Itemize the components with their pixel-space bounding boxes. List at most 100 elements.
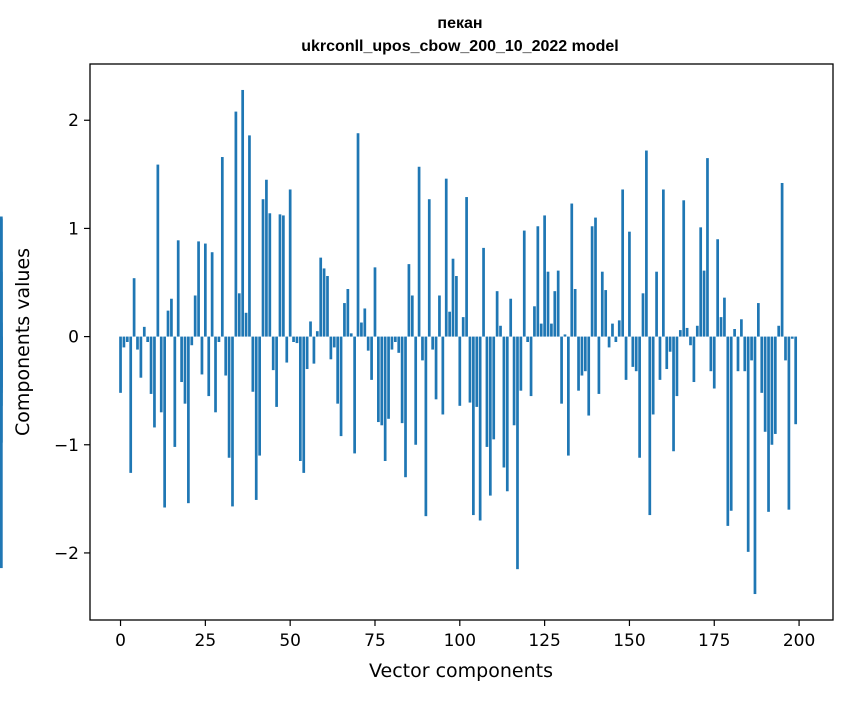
bar-125: [543, 215, 546, 337]
bar-72: [363, 308, 367, 337]
bar-19: [183, 336, 187, 404]
bar-102: [465, 197, 468, 337]
bar-5: [136, 336, 139, 350]
bar-8: [146, 336, 150, 342]
bar-7: [142, 326, 146, 337]
bar-180: [729, 336, 733, 511]
bar-152: [634, 336, 638, 372]
chart-title: пекан: [437, 15, 482, 32]
bar-87: [414, 336, 418, 445]
bar-165: [678, 330, 682, 337]
bar-150: [628, 231, 631, 337]
bar-195: [780, 182, 784, 337]
bar-70: [356, 133, 360, 337]
bar-156: [648, 336, 652, 516]
bar-85: [407, 264, 411, 337]
bar-96: [444, 178, 448, 337]
bar-130: [560, 336, 563, 404]
bar-144: [607, 336, 611, 348]
plot-frame: [89, 63, 834, 621]
bar-131: [563, 334, 567, 337]
bar-80: [390, 336, 394, 350]
y-tick-label: −1: [54, 436, 79, 456]
bar-178: [723, 297, 726, 337]
bar-103: [468, 336, 472, 403]
bar-65: [339, 336, 343, 437]
bar-66: [343, 303, 346, 337]
bar-35: [237, 293, 241, 337]
bar-127: [550, 323, 553, 337]
bar-58: [315, 331, 319, 337]
bar-186: [750, 336, 753, 361]
bar-129: [556, 270, 560, 337]
bar-57: [312, 336, 316, 364]
bar-172: [702, 270, 706, 337]
bar-60: [322, 268, 326, 337]
x-tick-label: 125: [528, 631, 560, 651]
bar-177: [719, 317, 723, 337]
bar-9: [149, 336, 153, 394]
bar-187: [753, 336, 757, 595]
bar-146: [614, 336, 618, 342]
bar-124: [539, 323, 543, 337]
bar-145: [611, 323, 614, 337]
bar-1: [122, 336, 126, 348]
bar-143: [604, 290, 608, 337]
bar-181: [733, 329, 736, 337]
bar-133: [570, 203, 574, 337]
bar-12: [159, 336, 163, 413]
bar-27: [210, 252, 214, 337]
bar-4: [132, 278, 136, 337]
bar-76: [377, 336, 380, 423]
bar-74: [370, 336, 373, 380]
bar-154: [641, 293, 645, 337]
bar-undefined: [0, 336, 3, 569]
bar-161: [665, 336, 669, 370]
bar-63: [332, 336, 336, 348]
bar-0: [119, 336, 122, 393]
bar-2: [125, 336, 129, 342]
bar-157: [651, 336, 655, 415]
bar-52: [295, 336, 299, 344]
bar-190: [763, 336, 767, 432]
bar-46: [275, 336, 278, 407]
bar-26: [207, 336, 211, 397]
bar-67: [346, 289, 350, 337]
bar-71: [360, 322, 363, 337]
y-tick-label: −2: [54, 544, 79, 564]
bar-30: [220, 157, 224, 337]
bar-151: [631, 336, 635, 367]
y-axis: −2 −1 0 1 2: [54, 111, 90, 564]
bar-197: [787, 336, 791, 510]
bar-20: [187, 336, 190, 504]
bar-undefined: [0, 336, 3, 443]
bar-132: [567, 336, 570, 456]
bar-61: [326, 276, 329, 337]
bar-135: [577, 336, 580, 391]
bar-170: [695, 325, 699, 337]
bar-141: [597, 336, 601, 394]
y-tick-label: 1: [68, 219, 79, 239]
bar-114: [505, 336, 509, 492]
bar-126: [546, 271, 550, 337]
bar-166: [682, 200, 686, 337]
bar-38: [248, 135, 251, 337]
bar-64: [336, 336, 340, 404]
bar-149: [624, 336, 628, 380]
bar-81: [393, 336, 397, 342]
bar-56: [309, 321, 312, 337]
bar-10: [153, 336, 156, 428]
bar-45: [271, 336, 275, 371]
bar-160: [662, 189, 665, 337]
bar-174: [709, 336, 713, 372]
bar-183: [740, 319, 743, 337]
bar-123: [536, 226, 540, 337]
bar-51: [292, 336, 295, 342]
bar-139: [590, 226, 594, 337]
bar-41: [258, 336, 261, 456]
bar-105: [475, 336, 479, 407]
bar-121: [529, 336, 533, 397]
bar-33: [231, 336, 234, 507]
bar-84: [404, 336, 407, 478]
